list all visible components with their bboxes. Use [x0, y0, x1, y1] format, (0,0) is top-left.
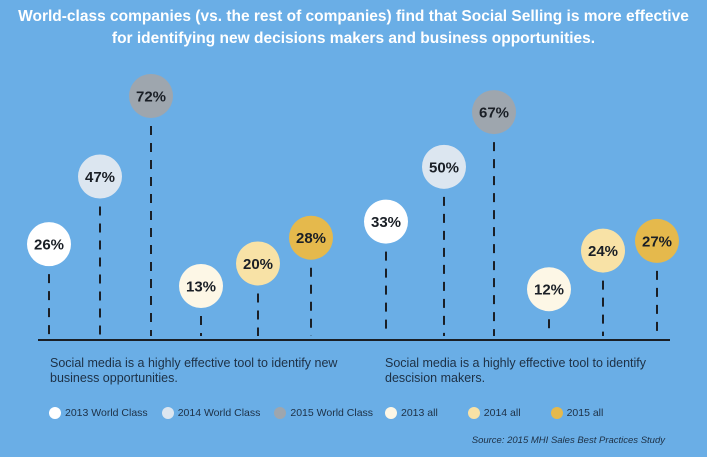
source-note: Source: 2015 MHI Sales Best Practices St… — [471, 435, 665, 446]
legend-swatch — [161, 407, 174, 419]
title-line-1: World-class companies (vs. the rest of c… — [18, 8, 689, 25]
data-label: 28% — [296, 230, 326, 247]
legend-item-2015-world-class: 2015 World Class — [274, 407, 373, 419]
legend-left: 2013 World Class 2014 World Class 2015 W… — [49, 405, 387, 421]
data-point-bubble — [27, 222, 71, 267]
data-label: 47% — [85, 169, 115, 186]
data-point-bubble — [236, 241, 280, 286]
data-label: 67% — [479, 105, 509, 122]
data-point-bubble — [422, 144, 466, 189]
legend-label: 2015 all — [566, 407, 604, 419]
data-label: 13% — [186, 279, 216, 296]
legend-swatch — [49, 407, 61, 419]
legend-swatch — [274, 407, 287, 419]
data-label: 24% — [588, 243, 618, 260]
legend-item-2015-all: 2015 all — [550, 407, 604, 419]
legend-swatch — [385, 407, 397, 419]
chart-title: World-class companies (vs. the rest of c… — [0, 6, 707, 50]
data-point-bubble — [527, 267, 571, 312]
data-label: 26% — [34, 237, 64, 254]
legend-swatch — [550, 407, 563, 419]
data-point-bubble — [289, 215, 333, 260]
left-caption: Social media is a highly effective tool … — [50, 356, 338, 385]
data-label: 12% — [534, 282, 564, 299]
legend-label: 2015 World Class — [290, 407, 374, 419]
legend-item-2014-all: 2014 all — [467, 407, 521, 419]
data-point-bubble — [129, 74, 173, 118]
data-label: 72% — [136, 89, 166, 106]
legend-item-2013-all: 2013 all — [385, 407, 438, 419]
data-point-bubble — [179, 264, 223, 308]
legend-right: 2013 all 2014 all 2015 all — [385, 405, 617, 421]
legend-label: 2014 all — [483, 407, 521, 419]
data-point-bubble — [635, 218, 679, 263]
data-point-bubble — [472, 90, 516, 135]
data-label: 20% — [243, 256, 273, 273]
legend-label: 2013 World Class — [65, 407, 148, 419]
legend-label: 2014 World Class — [177, 407, 261, 419]
title-line-2: for identifying new decisions makers and… — [111, 30, 596, 47]
data-label: 33% — [371, 214, 401, 231]
data-label: 27% — [642, 233, 672, 250]
data-point-bubble — [581, 228, 625, 273]
data-point-bubble — [78, 154, 122, 199]
data-label: 50% — [429, 159, 459, 176]
legend-item-2013-world-class: 2013 World Class — [49, 407, 148, 419]
right-caption: Social media is a highly effective tool … — [385, 356, 647, 385]
legend-label: 2013 all — [401, 407, 438, 419]
legend-swatch — [467, 407, 480, 419]
data-point-bubble — [364, 199, 408, 244]
legend-item-2014-world-class: 2014 World Class — [161, 407, 261, 419]
